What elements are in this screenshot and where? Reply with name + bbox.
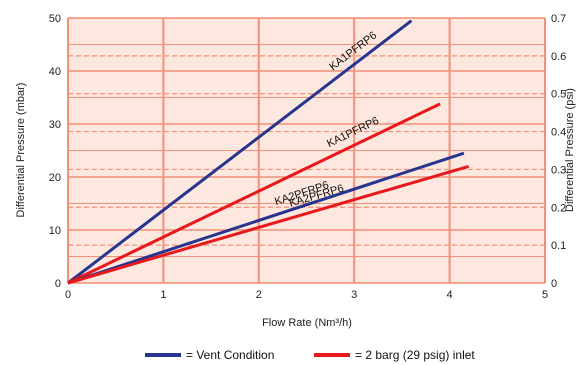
- y2-tick-label: 0.4: [551, 127, 566, 139]
- y-tick-label: 40: [49, 66, 61, 78]
- series-line-ka1pfrp6-vent: [67, 19, 413, 285]
- series-line-ka2pfrp6-inlet: [67, 164, 470, 285]
- y-tick-label: 0: [55, 278, 61, 290]
- y-axis-title: Differential Pressure (mbar): [15, 83, 27, 218]
- x-axis-title: Flow Rate (Nm³/h): [262, 317, 352, 329]
- y2-tick-label: 0.3: [551, 164, 566, 176]
- x-tick-label: 3: [351, 289, 357, 301]
- y-tick-label: 50: [49, 13, 61, 25]
- series-lines: [67, 19, 470, 285]
- series-line-ka1pfrp6-inlet: [67, 102, 441, 285]
- x-tick-label: 1: [160, 289, 166, 301]
- legend: = Vent Condition = 2 barg (29 psig) inle…: [145, 348, 475, 362]
- series-line-ka2pfrp6-vent: [67, 151, 465, 285]
- y2-tick-label: 0.7: [551, 13, 566, 25]
- x-tick-label: 4: [447, 289, 453, 301]
- y2-tick-label: 0.1: [551, 240, 566, 252]
- y2-tick-label: 0.5: [551, 89, 566, 101]
- legend-label-vent: = Vent Condition: [186, 348, 274, 362]
- x-tick-label: 5: [542, 289, 548, 301]
- y2-axis-title: Differential Pressure (psi): [564, 88, 576, 212]
- legend-label-inlet: = 2 barg (29 psig) inlet: [355, 348, 475, 362]
- y2-tick-label: 0: [551, 278, 557, 290]
- y2-tick-label: 0.6: [551, 51, 566, 63]
- y-tick-label: 10: [49, 225, 61, 237]
- y-tick-label: 20: [49, 172, 61, 184]
- y-tick-label: 30: [49, 119, 61, 131]
- y2-tick-label: 0.2: [551, 202, 566, 214]
- x-tick-label: 0: [65, 289, 71, 301]
- x-tick-label: 2: [256, 289, 262, 301]
